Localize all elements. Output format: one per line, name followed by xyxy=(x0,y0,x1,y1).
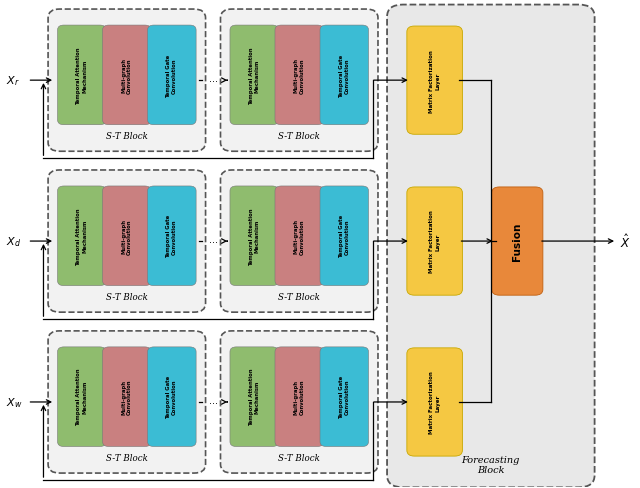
FancyBboxPatch shape xyxy=(320,26,369,125)
Text: Multi-graph
Convolution: Multi-graph Convolution xyxy=(294,58,305,93)
FancyBboxPatch shape xyxy=(102,26,151,125)
FancyBboxPatch shape xyxy=(58,26,106,125)
FancyBboxPatch shape xyxy=(407,348,463,456)
Text: S-T Block: S-T Block xyxy=(106,132,148,141)
Text: Temporal Attention
Mechanism: Temporal Attention Mechanism xyxy=(76,207,87,265)
Text: S-T Block: S-T Block xyxy=(106,292,148,302)
FancyBboxPatch shape xyxy=(221,171,378,312)
FancyBboxPatch shape xyxy=(102,186,151,286)
Text: $X_r$: $X_r$ xyxy=(6,74,19,88)
FancyBboxPatch shape xyxy=(58,347,106,447)
Text: Fusion: Fusion xyxy=(513,223,522,261)
FancyBboxPatch shape xyxy=(320,347,369,447)
Text: Temporal Gate
Convolution: Temporal Gate Convolution xyxy=(166,54,177,97)
FancyBboxPatch shape xyxy=(102,347,151,447)
Text: Temporal Gate
Convolution: Temporal Gate Convolution xyxy=(166,215,177,258)
FancyBboxPatch shape xyxy=(148,26,196,125)
Text: S-T Block: S-T Block xyxy=(278,132,320,141)
Text: $X_w$: $X_w$ xyxy=(6,395,22,409)
Text: $X_d$: $X_d$ xyxy=(6,235,21,248)
Text: S-T Block: S-T Block xyxy=(278,292,320,302)
FancyBboxPatch shape xyxy=(320,186,369,286)
FancyBboxPatch shape xyxy=(275,186,323,286)
Text: Temporal Attention
Mechanism: Temporal Attention Mechanism xyxy=(249,368,260,426)
Text: $\hat{X}$: $\hat{X}$ xyxy=(620,233,631,250)
FancyBboxPatch shape xyxy=(48,10,205,152)
FancyBboxPatch shape xyxy=(492,187,543,296)
Text: Multi-graph
Convolution: Multi-graph Convolution xyxy=(122,58,132,93)
Text: Multi-graph
Convolution: Multi-graph Convolution xyxy=(122,219,132,254)
FancyBboxPatch shape xyxy=(230,26,278,125)
Text: Temporal Attention
Mechanism: Temporal Attention Mechanism xyxy=(76,47,87,104)
FancyBboxPatch shape xyxy=(148,186,196,286)
Text: S-T Block: S-T Block xyxy=(106,453,148,462)
FancyBboxPatch shape xyxy=(230,186,278,286)
Text: ...: ... xyxy=(209,74,218,83)
FancyBboxPatch shape xyxy=(275,26,323,125)
Text: Temporal Gate
Convolution: Temporal Gate Convolution xyxy=(339,375,349,419)
Text: Multi-graph
Convolution: Multi-graph Convolution xyxy=(294,379,305,415)
FancyBboxPatch shape xyxy=(58,186,106,286)
FancyBboxPatch shape xyxy=(48,171,205,312)
Text: S-T Block: S-T Block xyxy=(278,453,320,462)
Text: Temporal Attention
Mechanism: Temporal Attention Mechanism xyxy=(249,47,260,104)
FancyBboxPatch shape xyxy=(221,10,378,152)
Text: Temporal Attention
Mechanism: Temporal Attention Mechanism xyxy=(76,368,87,426)
Text: Temporal Gate
Convolution: Temporal Gate Convolution xyxy=(339,215,349,258)
FancyBboxPatch shape xyxy=(407,27,463,135)
Text: Multi-graph
Convolution: Multi-graph Convolution xyxy=(122,379,132,415)
Text: Temporal Gate
Convolution: Temporal Gate Convolution xyxy=(166,375,177,419)
FancyBboxPatch shape xyxy=(48,331,205,473)
Text: Matrix Factorization
Layer: Matrix Factorization Layer xyxy=(429,371,440,433)
Text: Forecasting
Block: Forecasting Block xyxy=(461,455,520,474)
FancyBboxPatch shape xyxy=(230,347,278,447)
FancyBboxPatch shape xyxy=(148,347,196,447)
FancyBboxPatch shape xyxy=(387,5,595,488)
FancyBboxPatch shape xyxy=(221,331,378,473)
Text: Temporal Gate
Convolution: Temporal Gate Convolution xyxy=(339,54,349,97)
Text: ...: ... xyxy=(209,234,218,244)
FancyBboxPatch shape xyxy=(407,187,463,296)
Text: Multi-graph
Convolution: Multi-graph Convolution xyxy=(294,219,305,254)
Text: Matrix Factorization
Layer: Matrix Factorization Layer xyxy=(429,50,440,112)
Text: Matrix Factorization
Layer: Matrix Factorization Layer xyxy=(429,210,440,273)
Text: Temporal Attention
Mechanism: Temporal Attention Mechanism xyxy=(249,207,260,265)
FancyBboxPatch shape xyxy=(275,347,323,447)
Text: ...: ... xyxy=(209,395,218,405)
